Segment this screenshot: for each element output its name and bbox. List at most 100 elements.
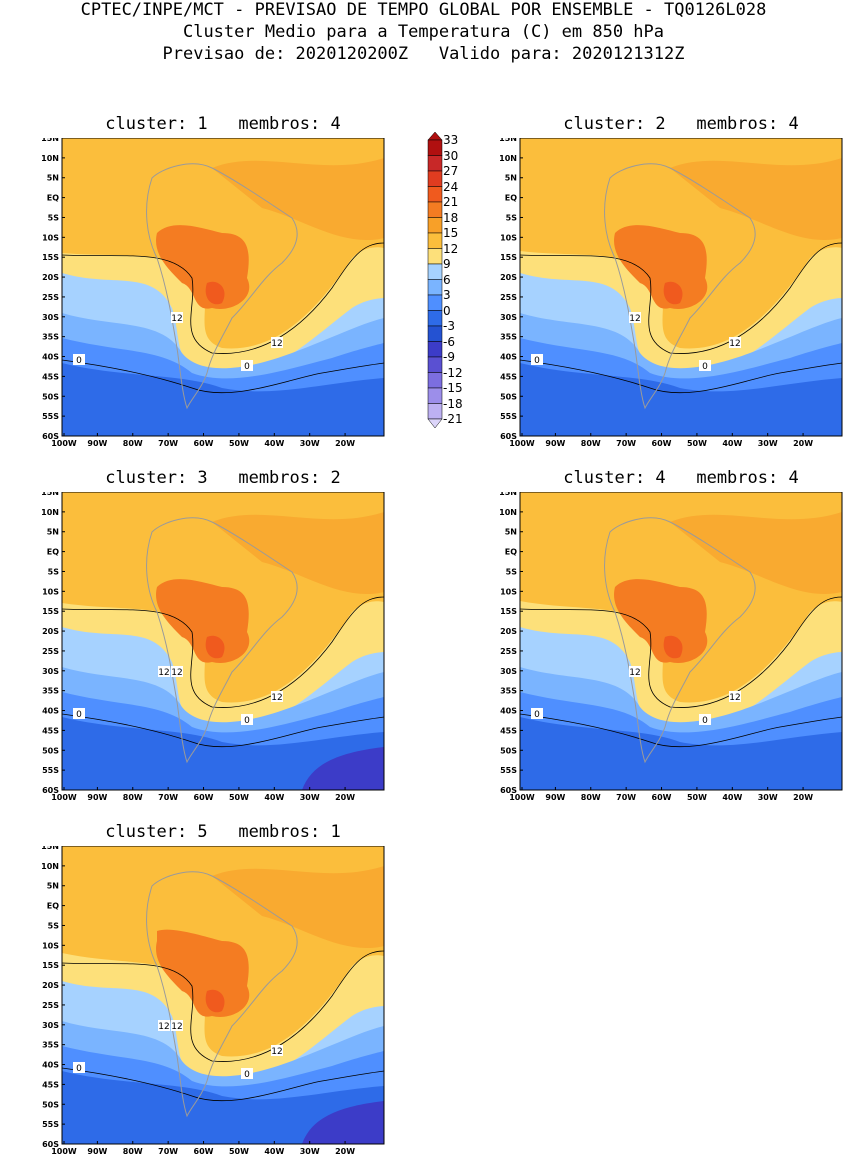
svg-text:12: 12 <box>629 314 640 324</box>
contour-label-0: 0 <box>73 1062 85 1074</box>
lat-tick-label: 20S <box>500 273 517 282</box>
colorbar-box <box>427 403 443 420</box>
colorbar-box <box>427 186 443 203</box>
lat-tick-label: 10N <box>499 154 517 163</box>
lon-tick-label: 70W <box>158 793 178 802</box>
colorbar-label: 30 <box>443 148 459 163</box>
svg-text:12: 12 <box>158 1022 169 1032</box>
svg-text:12: 12 <box>271 1047 282 1057</box>
lon-tick-label: 60W <box>194 1147 214 1156</box>
lat-tick-label: EQ <box>505 194 517 203</box>
lat-tick-label: 10S <box>42 587 59 596</box>
svg-text:0: 0 <box>702 362 708 372</box>
contour-label-0: 0 <box>699 714 711 726</box>
lon-tick-label: 100W <box>51 439 77 448</box>
lon-tick-label: 70W <box>158 439 178 448</box>
colorbar-label: 24 <box>443 179 459 194</box>
colorbar-label: -9 <box>443 350 455 364</box>
lat-tick-label: 60S <box>42 786 59 795</box>
temperature-band <box>670 512 842 595</box>
contour-label-12: 12 <box>629 312 641 324</box>
contour-0 <box>61 359 385 394</box>
lon-tick-label: 80W <box>581 439 601 448</box>
header-line-2: Cluster Medio para a Temperatura (C) em … <box>182 22 665 42</box>
colorbar-label: 27 <box>443 164 459 178</box>
lat-tick-label: 25S <box>42 1001 59 1010</box>
svg-text:12: 12 <box>271 339 282 349</box>
lon-tick-label: 100W <box>51 1147 77 1156</box>
lon-tick-label: 100W <box>509 793 535 802</box>
lat-tick-label: 10N <box>499 508 517 517</box>
lon-tick-label: 70W <box>616 793 636 802</box>
lon-tick-label: 60W <box>652 439 672 448</box>
lat-tick-label: 30S <box>42 313 59 322</box>
lat-tick-label: 15N <box>41 846 59 851</box>
lat-tick-label: 30S <box>500 313 517 322</box>
lat-tick-label: 40S <box>500 353 517 362</box>
lat-tick-label: 10S <box>500 587 517 596</box>
lon-tick-label: 70W <box>158 1147 178 1156</box>
temperature-band <box>520 363 842 436</box>
map-panel-3: 1212120015N10N5NEQ5S10S15S20S25S30S35S40… <box>41 492 385 802</box>
lat-tick-label: EQ <box>47 902 59 911</box>
lon-tick-label: 80W <box>123 793 143 802</box>
lat-tick-label: EQ <box>47 194 59 203</box>
temperature-band <box>205 281 225 305</box>
lat-tick-label: 35S <box>500 687 517 696</box>
lat-tick-label: 15S <box>500 607 517 616</box>
lat-tick-label: 50S <box>500 746 517 755</box>
lat-tick-label: 45S <box>42 372 59 381</box>
svg-text:12: 12 <box>729 693 740 703</box>
lat-tick-label: 25S <box>500 647 517 656</box>
header-line-1: CPTEC/INPE/MCT - PREVISAO DE TEMPO GLOBA… <box>80 0 767 20</box>
lon-tick-label: 60W <box>194 793 214 802</box>
svg-text:0: 0 <box>76 1064 82 1074</box>
lat-tick-label: EQ <box>47 548 59 557</box>
contour-label-0: 0 <box>531 354 543 366</box>
lat-tick-label: 40S <box>42 353 59 362</box>
contour-label-0: 0 <box>531 708 543 720</box>
svg-text:12: 12 <box>729 339 740 349</box>
coastline <box>146 163 298 410</box>
lon-tick-label: 90W <box>87 793 107 802</box>
colorbar-label: 18 <box>443 210 459 225</box>
lon-tick-label: 40W <box>722 793 742 802</box>
lat-tick-label: 30S <box>42 667 59 676</box>
contour-label-12: 12 <box>171 666 183 678</box>
lon-tick-label: 80W <box>581 793 601 802</box>
lat-tick-label: 60S <box>42 1140 59 1149</box>
lat-tick-label: 15S <box>42 607 59 616</box>
contour-label-0: 0 <box>241 714 253 726</box>
contour-label-12: 12 <box>158 666 170 678</box>
map-panel-1: 12 12 0 0 15N 10N 5N EQ 5S 10S 15S 20S 25S 30S 35S 40S 4… <box>41 138 385 448</box>
colorbar-box <box>427 232 443 249</box>
lon-tick-label: 90W <box>545 793 565 802</box>
svg-text:0: 0 <box>76 356 82 366</box>
lat-tick-label: 10N <box>41 154 59 163</box>
contour-label-12: 12 <box>729 337 741 349</box>
colorbar-box <box>427 217 443 234</box>
coastline <box>146 871 298 1118</box>
temperature-band <box>663 281 683 305</box>
svg-text:12: 12 <box>171 668 182 678</box>
lon-tick-label: 60W <box>652 793 672 802</box>
lat-tick-label: 30S <box>42 1021 59 1030</box>
colorbar-label: -15 <box>443 381 463 395</box>
temperature-band <box>212 158 384 241</box>
svg-text:0: 0 <box>244 716 250 726</box>
contour-label-12: 12 <box>158 1020 170 1032</box>
svg-text:0: 0 <box>534 710 540 720</box>
contour-label-12: 12 <box>729 691 741 703</box>
lat-tick-label: 40S <box>42 707 59 716</box>
temperature-band <box>62 1071 384 1144</box>
colorbar-label: 0 <box>443 303 451 318</box>
lat-tick-label: 10S <box>42 233 59 242</box>
temperature-band <box>156 929 250 1017</box>
lat-tick-label: 35S <box>500 333 517 342</box>
lat-tick-label: 35S <box>42 1041 59 1050</box>
contour-0 <box>519 713 843 748</box>
lat-tick-label: 5N <box>505 528 517 537</box>
lat-tick-label: 5N <box>47 882 59 891</box>
lat-tick-label: 45S <box>500 726 517 735</box>
colorbar-label: 21 <box>443 195 459 209</box>
